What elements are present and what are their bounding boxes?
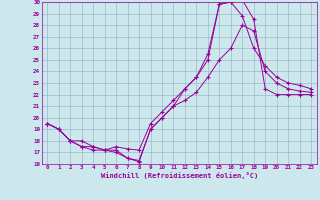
X-axis label: Windchill (Refroidissement éolien,°C): Windchill (Refroidissement éolien,°C) xyxy=(100,172,258,179)
